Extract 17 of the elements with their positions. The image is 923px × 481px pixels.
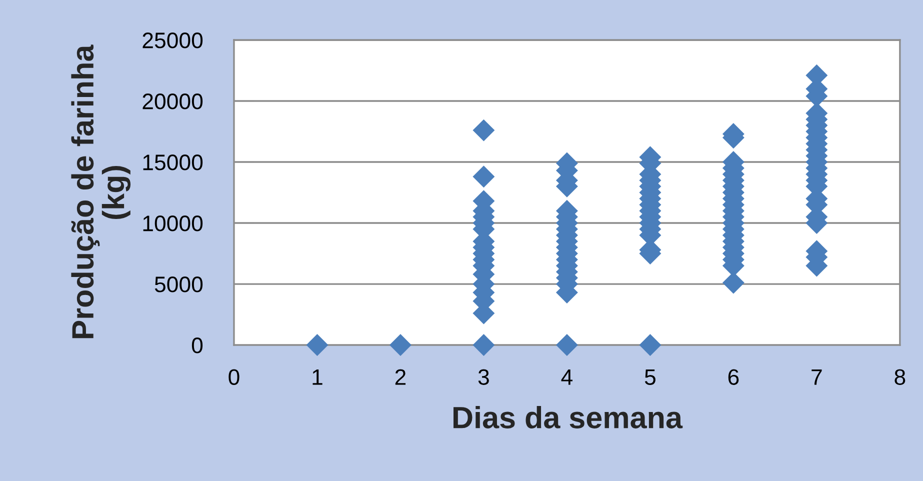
y-axis-title: Produção de farinha (kg): [71, 44, 131, 338]
x-tick-label: 7: [812, 369, 822, 385]
x-tick-label: 2: [395, 369, 406, 385]
y-tick-label: 15000: [143, 154, 203, 170]
y-tick-label: 20000: [142, 94, 203, 110]
x-tick-label: 0: [228, 369, 240, 385]
y-tick-label: 0: [192, 338, 203, 354]
x-tick-label: 5: [644, 369, 656, 385]
y-tick-label: 25000: [142, 32, 203, 48]
x-axis-title: Dias da semana: [454, 406, 683, 428]
x-tick-label: 8: [894, 369, 906, 385]
x-tick-label: 1: [312, 369, 322, 385]
y-tick-label: 5000: [154, 276, 203, 292]
x-tick-label: 6: [728, 369, 739, 385]
y-tick-label: 10000: [143, 216, 203, 232]
x-tick-label: 3: [478, 369, 489, 385]
x-tick-label: 4: [561, 369, 572, 385]
